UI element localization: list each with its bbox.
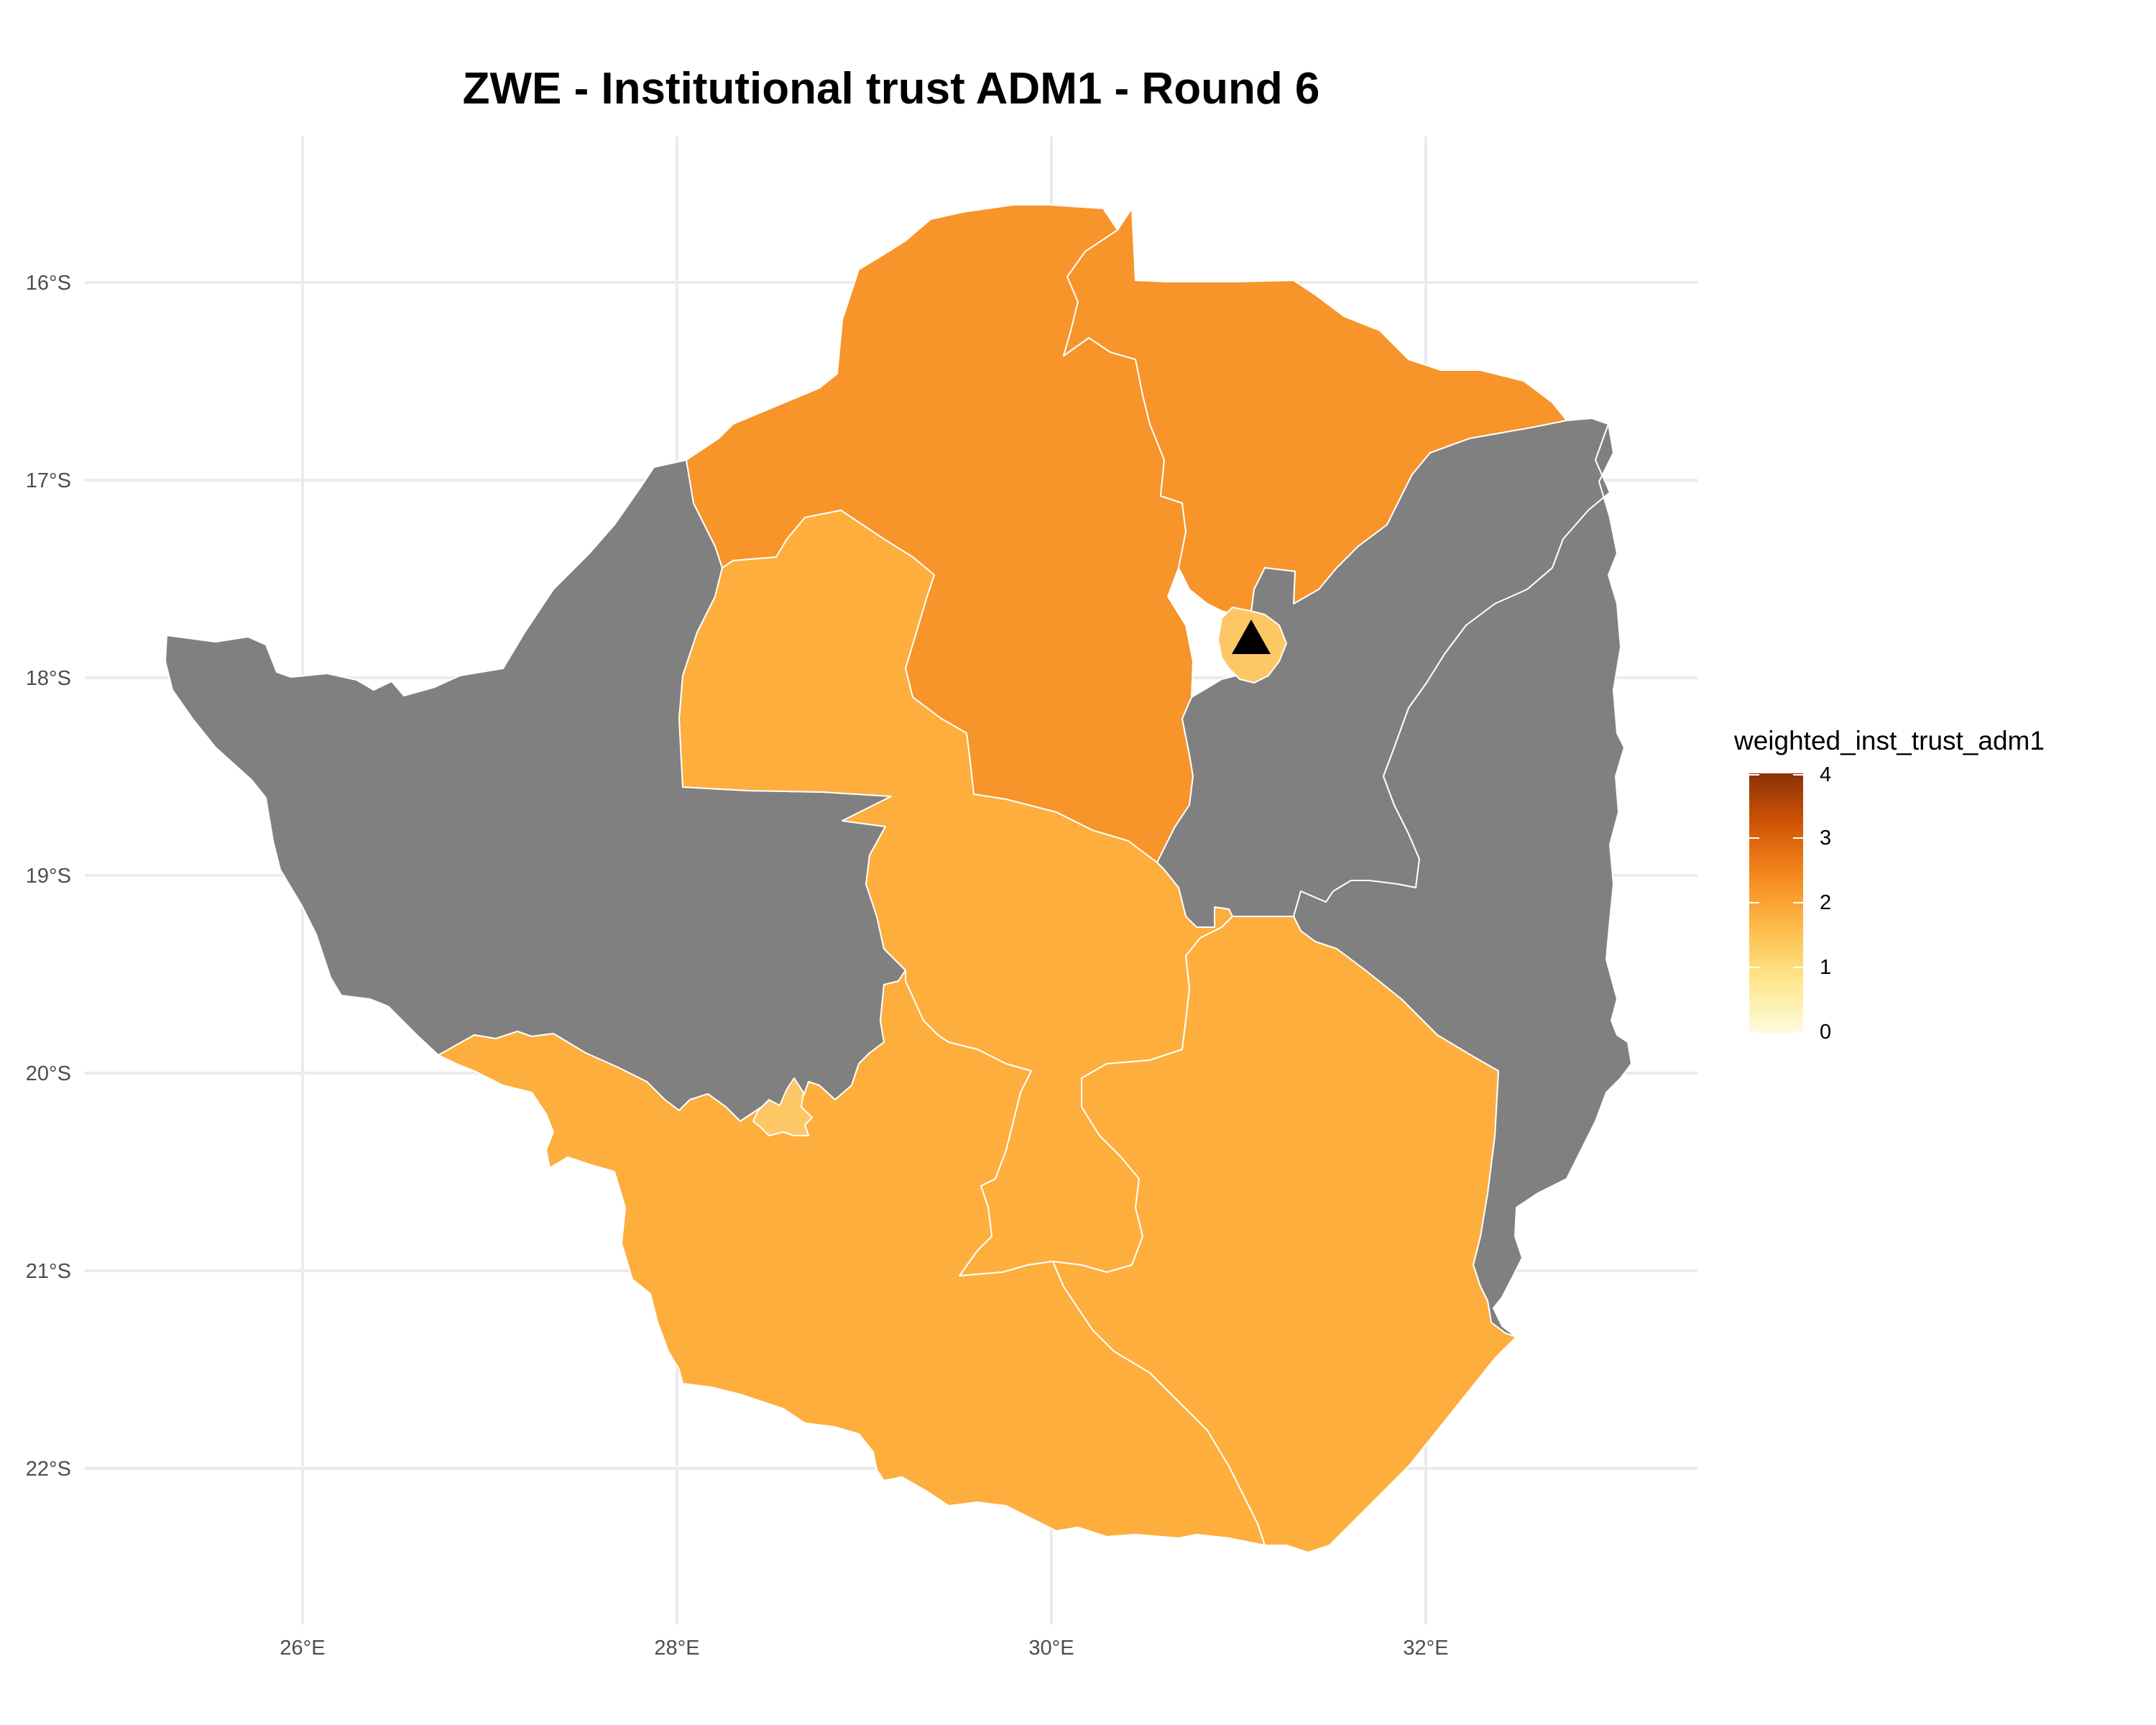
map-title: ZWE - Institutional trust ADM1 - Round 6 bbox=[462, 64, 1320, 114]
x-tick-label: 28°E bbox=[654, 1637, 699, 1660]
y-axis: 16°S 17°S 18°S 19°S 20°S 21°S 22°S bbox=[26, 272, 71, 1481]
legend-tick-label: 2 bbox=[1820, 891, 1832, 914]
capital-triangle-icon bbox=[1232, 620, 1271, 654]
legend-tick-label: 0 bbox=[1820, 1021, 1832, 1044]
x-tick-label: 26°E bbox=[280, 1637, 325, 1660]
x-tick-label: 32°E bbox=[1403, 1637, 1448, 1660]
y-tick-label: 22°S bbox=[26, 1458, 71, 1481]
y-tick-label: 19°S bbox=[26, 865, 71, 888]
y-tick-label: 18°S bbox=[26, 667, 71, 690]
legend-tick-label: 1 bbox=[1820, 956, 1832, 979]
y-tick-label: 16°S bbox=[26, 272, 71, 295]
y-tick-label: 17°S bbox=[26, 469, 71, 492]
legend-tick-label: 3 bbox=[1820, 827, 1832, 850]
legend-title: weighted_inst_trust_adm1 bbox=[1734, 726, 2045, 755]
y-tick-label: 20°S bbox=[26, 1062, 71, 1085]
legend-colorbar bbox=[1749, 773, 1803, 1034]
region-bulawayo bbox=[752, 1077, 813, 1136]
y-tick-label: 21°S bbox=[26, 1260, 71, 1283]
region-masvingo bbox=[1052, 916, 1517, 1553]
legend-tick-label: 4 bbox=[1820, 763, 1832, 786]
regions bbox=[165, 204, 1632, 1553]
x-tick-label: 30°E bbox=[1028, 1637, 1074, 1660]
x-axis: 26°E 28°E 30°E 32°E bbox=[280, 1637, 1448, 1660]
